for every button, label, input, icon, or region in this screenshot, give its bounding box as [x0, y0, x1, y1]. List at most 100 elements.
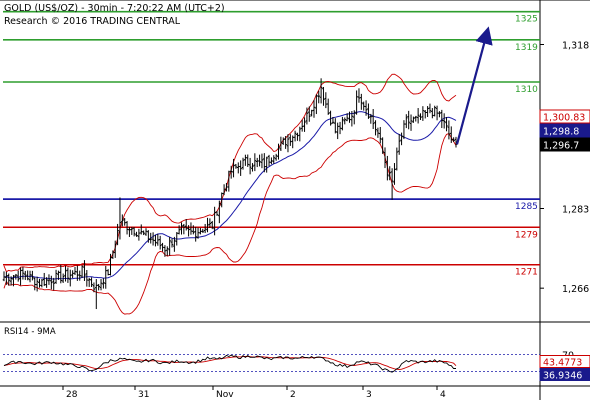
rsi-value-tag: 36.9346 [539, 368, 590, 382]
candle [7, 273, 11, 286]
level-label-1285: 1285 [515, 202, 538, 212]
candle [144, 228, 148, 236]
candle [334, 118, 337, 134]
candle [352, 110, 356, 125]
candle [445, 117, 448, 132]
candle [121, 214, 124, 227]
candle [326, 98, 330, 115]
price-axis: 1,266 1,283 1,318 [540, 41, 589, 295]
candle [14, 273, 18, 280]
candle [395, 147, 399, 171]
candle [423, 110, 427, 119]
candle [345, 113, 349, 122]
candle [73, 266, 77, 275]
forecast-arrow [455, 26, 493, 145]
candle [61, 273, 65, 283]
price-tag-label: 1,300.83 [543, 113, 585, 124]
candle [383, 147, 387, 169]
candle [116, 223, 119, 246]
candle [298, 126, 302, 142]
candle [317, 90, 321, 104]
candle [222, 184, 226, 196]
candle [390, 168, 394, 200]
candle [239, 160, 242, 176]
candle [33, 277, 37, 291]
candle [241, 157, 245, 170]
candle [40, 278, 44, 288]
candle [210, 220, 214, 230]
candle [97, 283, 100, 291]
candle [362, 101, 366, 111]
candle [293, 130, 297, 142]
candle [154, 234, 157, 247]
candle [118, 197, 122, 240]
y-tick-label: 1,283 [562, 205, 589, 216]
price-tag-box [539, 137, 590, 152]
candle [182, 223, 186, 235]
chart-subtitle: Research © 2016 TRADING CENTRAL [4, 16, 180, 27]
y-tick-label: 1,318 [562, 41, 589, 52]
candle [42, 272, 46, 286]
candle [9, 276, 13, 286]
candle [421, 106, 425, 121]
price-tag-label: 1,298.8 [543, 127, 579, 138]
candle [286, 134, 290, 153]
candle [371, 109, 375, 129]
candle [357, 88, 361, 103]
candle [265, 156, 268, 173]
candle [438, 111, 441, 118]
candle [68, 269, 72, 287]
bollinger-upper [3, 73, 457, 273]
candle [218, 200, 221, 224]
candle [431, 108, 434, 119]
candle [203, 223, 207, 234]
candle [296, 132, 299, 141]
candle [192, 225, 195, 235]
candle [279, 136, 283, 152]
candle [229, 165, 233, 179]
candle [123, 218, 126, 226]
candle [189, 222, 193, 235]
candle [184, 219, 188, 231]
moving-average [3, 111, 457, 280]
candle [177, 225, 181, 235]
x-tick-label: 31 [138, 390, 149, 400]
price-tag-label: 1,296.7 [543, 141, 579, 152]
candle [305, 107, 309, 125]
level-label-1310: 1310 [515, 85, 538, 95]
candle [272, 155, 276, 164]
level-label-1319: 1319 [515, 43, 538, 53]
candle [307, 106, 311, 122]
candle [99, 279, 103, 291]
candle [312, 99, 316, 118]
rsi-tag-box [539, 368, 590, 381]
candle [78, 270, 82, 281]
candle [364, 100, 368, 116]
candle [355, 90, 358, 115]
candle [173, 236, 176, 252]
candle [338, 121, 342, 135]
candle [284, 136, 287, 149]
candle [407, 110, 410, 130]
candle [378, 126, 382, 144]
candle [260, 153, 264, 169]
candle [130, 226, 134, 235]
candle [414, 115, 418, 122]
candle [52, 277, 55, 291]
candle [147, 230, 150, 243]
candle [85, 269, 89, 287]
level-label-1279: 1279 [515, 230, 538, 240]
candle [194, 226, 197, 242]
candle [163, 245, 167, 257]
candle [277, 143, 280, 160]
x-tick-label: 3 [366, 390, 372, 400]
candle [59, 264, 63, 284]
candle [376, 127, 380, 138]
candle [251, 163, 254, 172]
candle [206, 217, 209, 233]
candle [253, 153, 257, 172]
candle [180, 222, 183, 235]
